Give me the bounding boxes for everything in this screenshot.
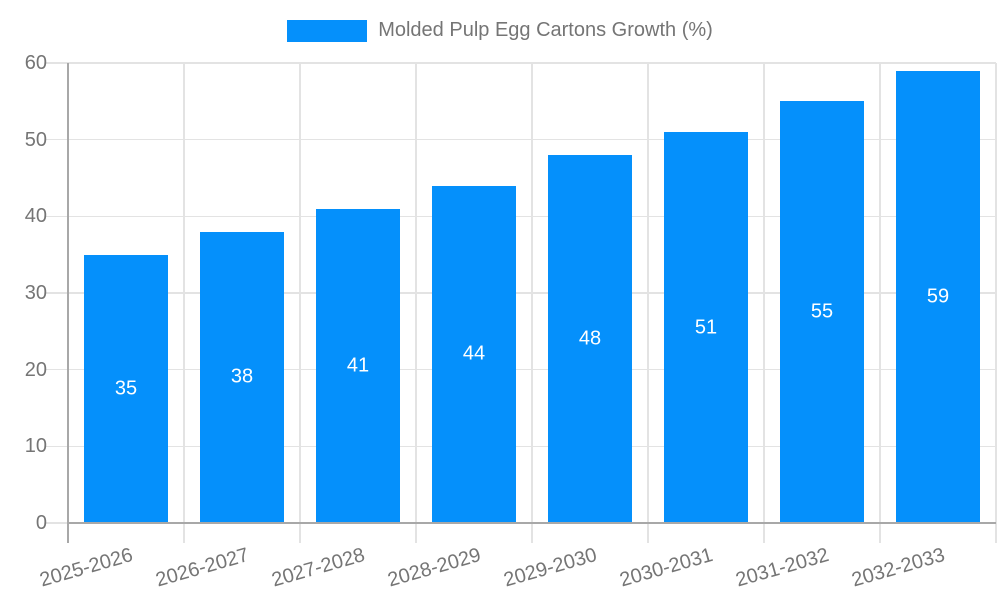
bar[interactable]: 44 xyxy=(432,185,516,523)
bar[interactable]: 38 xyxy=(200,231,284,523)
v-gridline xyxy=(299,63,301,523)
h-gridline xyxy=(46,62,996,64)
v-gridline xyxy=(995,63,997,523)
bar[interactable]: 35 xyxy=(84,254,168,523)
h-gridline xyxy=(46,215,996,218)
y-tick-label: 20 xyxy=(24,358,47,381)
h-gridline xyxy=(46,445,996,448)
v-gridline xyxy=(647,63,649,523)
x-axis-tick xyxy=(531,523,533,543)
y-tick-label: 50 xyxy=(24,128,47,151)
legend-swatch xyxy=(287,19,368,42)
bar-value-label: 48 xyxy=(578,327,602,350)
v-gridline xyxy=(531,63,533,523)
x-axis-line xyxy=(67,522,996,524)
y-tick-label: 60 xyxy=(24,52,47,74)
x-axis-tick xyxy=(183,523,185,543)
y-tick-label: 30 xyxy=(24,282,47,304)
bar[interactable]: 48 xyxy=(548,155,632,523)
x-axis-tick xyxy=(763,523,765,543)
bar-value-label: 38 xyxy=(230,365,254,388)
y-tick-label: 10 xyxy=(24,435,47,458)
v-gridline xyxy=(183,63,185,523)
bar[interactable]: 41 xyxy=(316,208,400,523)
bar[interactable]: 59 xyxy=(896,70,980,523)
y-tick-label: 40 xyxy=(24,205,47,228)
bar-value-label: 41 xyxy=(346,354,370,377)
y-tick-label: 0 xyxy=(35,512,47,534)
bar-value-label: 51 xyxy=(694,316,718,338)
x-axis-tick xyxy=(995,523,997,543)
v-gridline xyxy=(763,63,765,523)
legend[interactable]: Molded Pulp Egg Cartons Growth (%) xyxy=(0,19,1000,42)
h-gridline xyxy=(46,138,996,141)
bar[interactable]: 55 xyxy=(780,101,864,523)
x-axis-tick xyxy=(647,523,649,543)
bar[interactable]: 51 xyxy=(664,132,748,523)
v-gridline xyxy=(879,63,881,523)
x-axis-tick xyxy=(415,523,417,543)
bar-value-label: 59 xyxy=(926,285,950,308)
y-axis-line xyxy=(67,63,69,543)
x-axis-tick xyxy=(299,523,301,543)
legend-label: Molded Pulp Egg Cartons Growth (%) xyxy=(378,19,713,41)
h-gridline xyxy=(46,368,996,371)
x-axis-tick xyxy=(879,523,881,543)
bar-value-label: 55 xyxy=(810,300,834,323)
v-gridline xyxy=(415,63,417,523)
h-gridline xyxy=(46,292,996,294)
bar-value-label: 44 xyxy=(462,342,486,365)
bar-value-label: 35 xyxy=(114,377,138,400)
